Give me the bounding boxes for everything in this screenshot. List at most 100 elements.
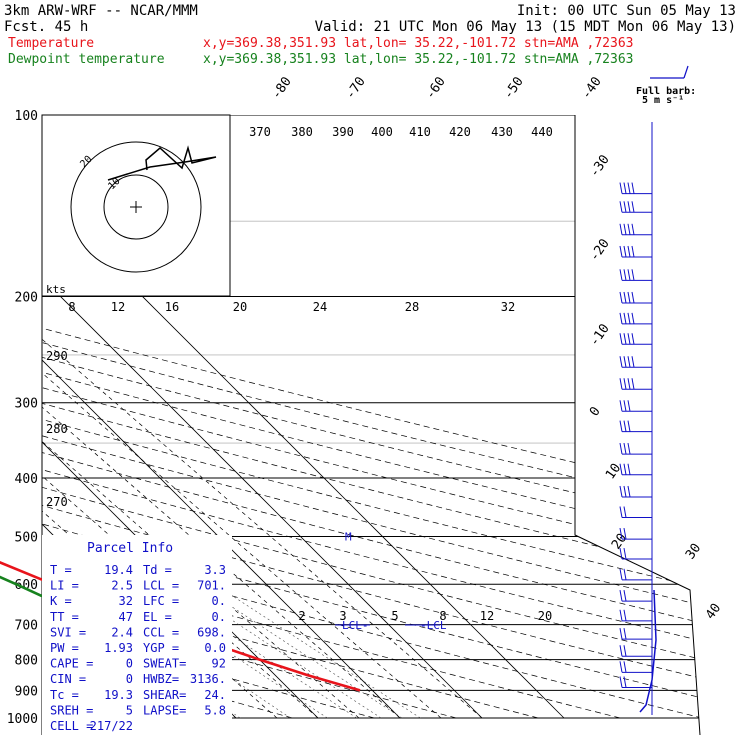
wind-barb-tick (623, 182, 627, 194)
dewpoint-legend: Dewpoint temperature (8, 52, 165, 67)
parcel-row-value-right: 3.3 (204, 563, 226, 577)
theta-e-label: 370 (249, 125, 271, 139)
wind-barb-tick (627, 485, 631, 498)
wind-barb-tick (619, 201, 623, 213)
wind-barb-tick (619, 442, 623, 455)
wind-barb-tick (623, 420, 627, 432)
wind-barb-tick (623, 442, 627, 455)
parcel-row-label: CIN = (50, 672, 86, 686)
parcel-row-label: K = (50, 594, 72, 608)
wind-barb-tick (623, 590, 627, 602)
wind-barb-tick (623, 223, 627, 235)
isotherm-label: -50 (501, 74, 527, 102)
theta-e-label: 430 (491, 125, 513, 139)
theta-e-label: 410 (409, 125, 431, 139)
theta-e-label: 440 (531, 125, 553, 139)
pressure-label-200: 200 (15, 291, 38, 306)
isotherm-label: 40 (703, 601, 724, 622)
theta-e-label: 420 (449, 125, 471, 139)
barb-legend-value: 5 m s⁻¹ (642, 95, 684, 106)
pressure-label-1000: 1000 (7, 712, 38, 727)
mixing-ratio-label: 32 (501, 300, 515, 314)
parcel-row-value-right: 0.0 (204, 641, 226, 655)
wind-barb-tick (627, 333, 631, 345)
parcel-row-value: 47 (119, 610, 133, 624)
wind-barb-tick (623, 463, 627, 475)
parcel-row-label-right: LAPSE= (143, 703, 186, 717)
wind-barb-tick (619, 485, 623, 498)
wind-barb-tick (627, 420, 631, 432)
mixing-ratio-label: 20 (233, 300, 247, 314)
wind-barb-tick (631, 291, 635, 304)
theta-e-label: 380 (291, 125, 313, 139)
mixing-ratio-low-label: 2 (298, 609, 305, 623)
isotherm (42, 115, 401, 719)
pressure-label-700: 700 (15, 619, 38, 634)
theta-label: 280 (46, 422, 68, 436)
forecast-hour: Fcst. 45 h (4, 19, 88, 35)
mixing-ratio-low-label: 5 (391, 609, 398, 623)
parcel-row-value-right: 698. (197, 625, 226, 639)
wind-barb-tick (623, 201, 627, 213)
mixing-ratio-low-label: 12 (480, 609, 494, 623)
parcel-row-value-right: 0. (212, 610, 226, 624)
wind-barb-tick (623, 547, 627, 560)
parcel-row-value-right: 3136. (190, 672, 226, 686)
wind-barb-tick (627, 312, 631, 324)
wind-barb-tick (619, 269, 623, 281)
wind-barb-tick (631, 223, 635, 235)
isotherm-label: -30 (587, 152, 613, 180)
isotherm (42, 115, 483, 719)
wind-barb-tick (619, 645, 623, 657)
isotherm-label: -40 (579, 74, 605, 102)
wind-barb-tick (623, 485, 627, 498)
parcel-row-value: 19.3 (104, 688, 133, 702)
wind-barb-tick (619, 291, 623, 304)
moist-adiabat (42, 296, 483, 719)
theta-label: 270 (46, 495, 68, 509)
parcel-row-label-right: CCL = (143, 625, 179, 639)
parcel-row-value-right: 5.8 (204, 703, 226, 717)
wind-barb-tick (619, 506, 623, 518)
wind-barb-tick (619, 378, 623, 390)
dry-adiabat (42, 115, 700, 719)
isotherm-label: -80 (269, 74, 295, 102)
parcel-info-background (42, 535, 232, 735)
wind-barb-tick (631, 182, 635, 194)
parcel-row-value-right: 92 (212, 657, 226, 671)
wind-barb-tick (627, 442, 631, 455)
mixing-ratio-label: 16 (165, 300, 179, 314)
hodograph-units: kts (46, 283, 66, 296)
wind-barb-tick (627, 463, 631, 475)
wind-barb-tick (619, 609, 623, 621)
isotherm-label: -10 (587, 321, 613, 349)
wind-barb-tick (619, 568, 623, 580)
wind-barb-tick (619, 527, 623, 540)
wind-barb-tick (623, 356, 627, 368)
dry-adiabat (42, 115, 700, 719)
wind-barb-tick (623, 661, 627, 673)
wind-barb-tick (623, 291, 627, 304)
parcel-row-label: SVI = (50, 625, 86, 639)
wind-barb-tick (619, 628, 623, 640)
parcel-row-label: CELL = (50, 719, 93, 733)
wind-barb-tick (619, 312, 623, 324)
wind-barb-tick (631, 333, 635, 345)
wind-barb-tick (623, 269, 627, 281)
wind-barb-tick (619, 676, 623, 688)
dry-adiabat (42, 115, 700, 719)
pressure-label-900: 900 (15, 684, 38, 699)
wind-barb-tick (627, 378, 631, 390)
wind-barb-tick (631, 245, 635, 258)
wind-barb-tick (627, 269, 631, 281)
low-level-barbs (639, 589, 657, 713)
parcel-row-value-right: 0. (212, 594, 226, 608)
theta-e-label: 400 (371, 125, 393, 139)
wind-barb-tick (623, 245, 627, 258)
wind-barb-tick (619, 463, 623, 475)
sounding-marker: M (345, 530, 352, 543)
isotherm-label: 20 (609, 531, 630, 552)
wind-barb-tick (619, 245, 623, 258)
parcel-row-value: 1.93 (104, 641, 133, 655)
